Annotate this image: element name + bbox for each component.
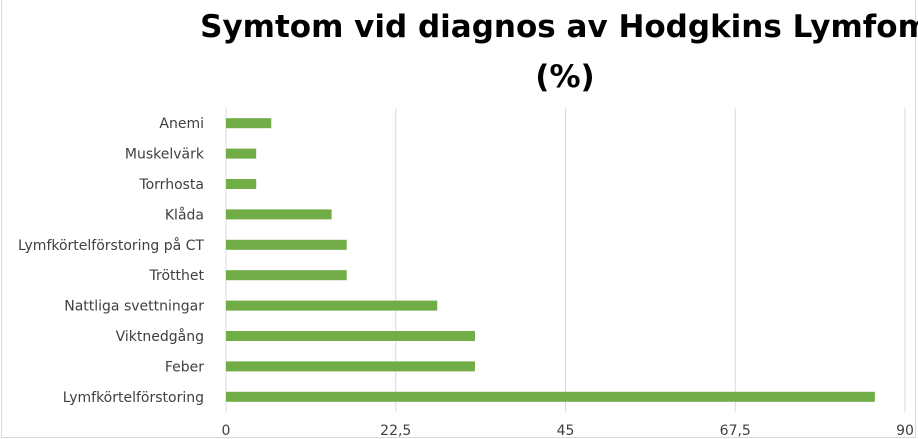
x-tick-label: 0 [222,423,231,439]
bar [226,209,332,220]
category-labels: Anemi Muskelvärk Torrhosta Klåda Lymfkörtelf… [18,116,205,406]
chart-title-line-1: Symtom vid diagnos av Hodgkins Lymfom [200,9,918,45]
bar [226,118,272,129]
bar [226,270,347,281]
category-label: Lymfkörtelförstoring på CT [18,237,204,254]
category-label: Trötthet [149,268,205,284]
x-tick-labels: 0 22,5 45 67,5 90 [222,423,914,439]
bar [226,148,257,159]
bar [226,300,438,311]
category-label: Viktnedgång [116,328,204,345]
x-tick-label: 67,5 [720,423,751,439]
category-label: Nattliga svettningar [64,299,204,315]
chart-title: Symtom vid diagnos av Hodgkins Lymfom (%… [200,2,918,102]
bar [226,361,475,372]
bar [226,391,875,402]
category-label: Torrhosta [138,177,204,193]
x-tick-label: 90 [896,423,914,439]
bar [226,239,347,250]
bar [226,331,475,341]
bar [226,179,257,189]
category-label: Klåda [165,206,204,223]
category-label: Lymfkörtelförstoring [63,390,204,406]
category-label: Anemi [159,116,204,132]
grid-lines [225,108,906,412]
x-tick-label: 22,5 [380,423,411,439]
chart-title-line-2: (%) [535,59,595,95]
category-label: Feber [165,359,204,375]
bars [226,118,875,402]
x-tick-label: 45 [557,423,575,439]
category-label: Muskelvärk [125,147,205,163]
